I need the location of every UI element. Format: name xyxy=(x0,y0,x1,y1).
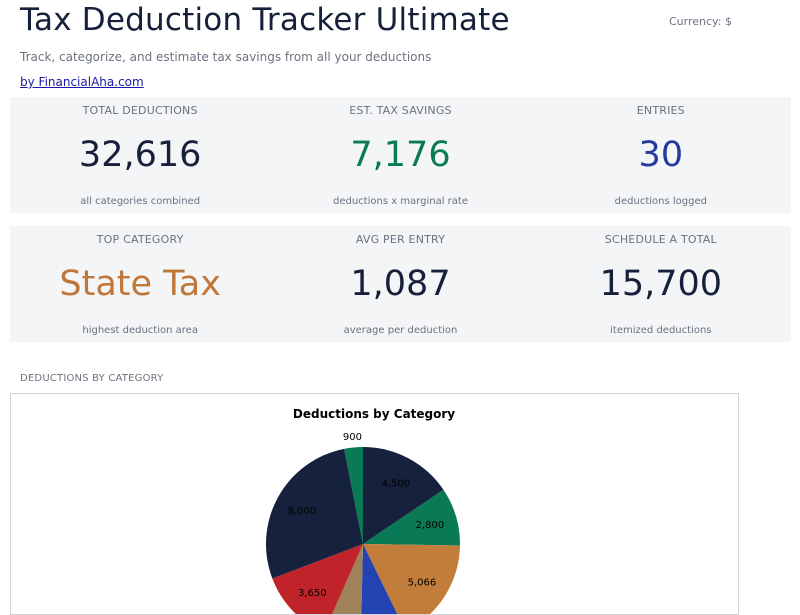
pie-slice-label: 3,650 xyxy=(298,588,327,599)
card-label: EST. TAX SAVINGS xyxy=(349,104,452,117)
chart-title: Deductions by Category xyxy=(293,407,455,421)
card-value: 30 xyxy=(638,135,684,175)
pie-slice xyxy=(272,544,363,614)
card-caption: itemized deductions xyxy=(610,325,712,336)
entries-card: ENTRIES 30 deductions logged xyxy=(530,97,791,213)
pie-slice xyxy=(266,448,363,579)
category-chart-panel: Deductions by Category 4,500 2,800 5,066 3,… xyxy=(10,393,739,615)
section-heading: DEDUCTIONS BY CATEGORY xyxy=(20,373,164,384)
card-value: 32,616 xyxy=(78,135,202,175)
card-label: TOP CATEGORY xyxy=(96,233,184,246)
pie-slice-label: 900 xyxy=(343,432,362,443)
pie-slice-label: 2,800 xyxy=(416,520,445,531)
pie-chart: Deductions by Category 4,500 2,800 5,066 3,… xyxy=(266,407,460,614)
card-caption: deductions logged xyxy=(614,196,707,207)
card-caption: highest deduction area xyxy=(82,325,198,336)
schedule-a-total-card: SCHEDULE A TOTAL 15,700 itemized deducti… xyxy=(530,226,791,342)
currency-label: Currency: $ xyxy=(669,15,732,28)
pie-slice-label: 4,500 xyxy=(381,478,410,489)
card-label: TOTAL DEDUCTIONS xyxy=(82,104,198,117)
card-label: AVG PER ENTRY xyxy=(355,233,446,246)
byline-link[interactable]: by FinancialAha.com xyxy=(20,75,144,89)
card-caption: deductions x marginal rate xyxy=(332,196,468,207)
pie-slice xyxy=(344,447,363,544)
avg-per-entry-card: AVG PER ENTRY 1,087 average per deductio… xyxy=(270,226,531,342)
card-value: 7,176 xyxy=(350,135,451,175)
card-label: ENTRIES xyxy=(636,104,685,117)
pie-slice-label: 5,066 xyxy=(408,577,437,588)
card-label: SCHEDULE A TOTAL xyxy=(604,233,717,246)
pie-labels: 4,500 2,800 5,066 3,650 8,000 900 xyxy=(288,432,445,599)
top-category-card: TOP CATEGORY State Tax highest deduction… xyxy=(10,226,271,342)
card-value: 15,700 xyxy=(599,264,723,304)
card-caption: all categories combined xyxy=(80,196,201,207)
tax-savings-card: EST. TAX SAVINGS 7,176 deductions x marg… xyxy=(270,97,531,213)
card-value: State Tax xyxy=(59,264,221,304)
total-deductions-card: TOTAL DEDUCTIONS 32,616 all categories c… xyxy=(10,97,271,213)
card-value: 1,087 xyxy=(350,264,451,304)
card-caption: average per deduction xyxy=(343,325,458,336)
pie-slices xyxy=(266,447,460,614)
page-title: Tax Deduction Tracker Ultimate xyxy=(20,2,510,38)
pie-slice xyxy=(363,489,460,546)
pie-slice-label: 8,000 xyxy=(288,506,317,517)
metrics-row-2: TOP CATEGORY State Tax highest deduction… xyxy=(10,226,791,342)
page-subtitle: Track, categorize, and estimate tax savi… xyxy=(20,50,432,64)
pie-slice xyxy=(332,544,363,614)
metrics-row-1: TOTAL DEDUCTIONS 32,616 all categories c… xyxy=(10,97,791,213)
pie-slice xyxy=(363,447,444,544)
pie-slice xyxy=(363,544,460,614)
pie-slice xyxy=(361,544,398,614)
